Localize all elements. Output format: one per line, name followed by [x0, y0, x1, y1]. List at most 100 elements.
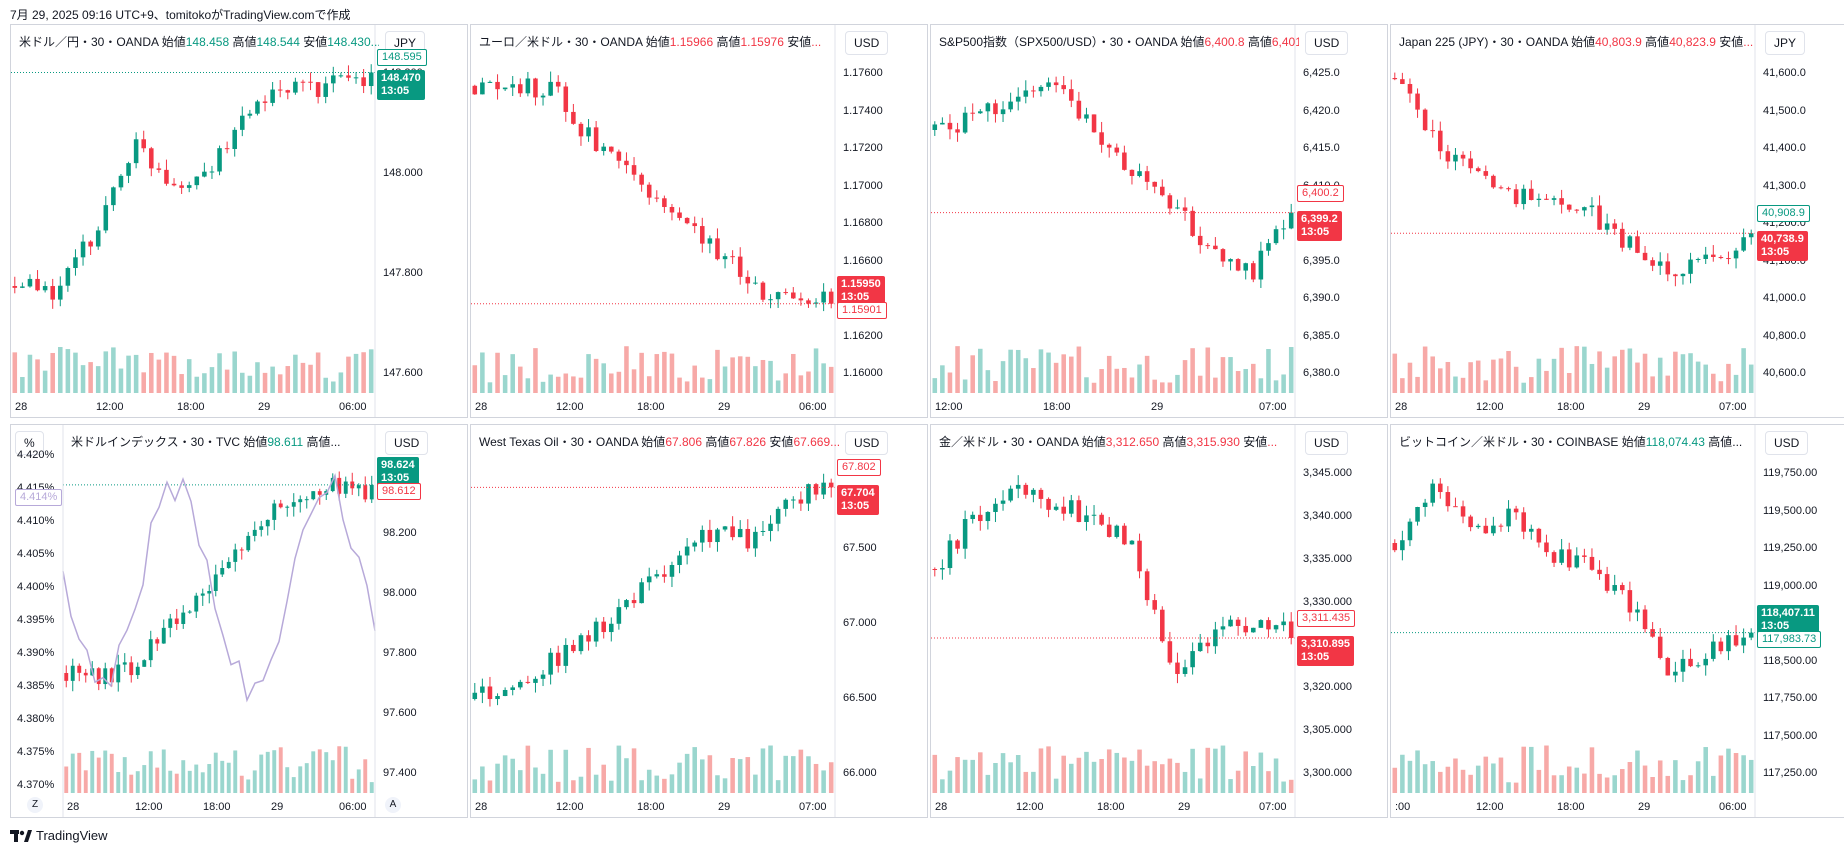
tag-countdown: 13:05 — [1301, 225, 1330, 238]
candlestick-chart[interactable] — [471, 425, 927, 817]
candle-body — [828, 482, 834, 488]
pane-title[interactable]: 米ドルインデックス・30・TVC 始値98.611 高値... — [71, 433, 341, 450]
candlestick-chart[interactable] — [11, 25, 467, 417]
price-axis-label: 41,300.0 — [1763, 179, 1806, 192]
candle-body — [970, 112, 975, 114]
candle-body — [1273, 625, 1279, 630]
volume-bar — [1627, 348, 1633, 393]
candlestick-chart[interactable] — [931, 425, 1387, 817]
volume-bar — [1213, 377, 1218, 393]
candlestick-chart[interactable] — [1391, 25, 1844, 417]
candle-body — [1205, 245, 1211, 247]
volume-bar — [760, 359, 766, 393]
volume-bar — [1114, 368, 1120, 393]
chart-pane-3[interactable]: S&P500指数（SPX500/USD）・30・OANDA 始値6,400.8 … — [930, 24, 1388, 418]
left-unit-button[interactable]: % — [15, 431, 44, 455]
scale-zoom-button[interactable]: Z — [27, 797, 43, 813]
currency-button[interactable]: USD — [385, 431, 429, 455]
candlestick-chart[interactable] — [11, 425, 467, 817]
candle-body — [1733, 635, 1739, 646]
candle-body — [609, 623, 614, 633]
currency-button[interactable]: USD — [845, 431, 889, 455]
volume-bar — [985, 774, 991, 793]
candle-body — [1498, 525, 1504, 527]
currency-button[interactable]: USD — [1305, 31, 1349, 55]
candle-body — [1046, 82, 1051, 87]
candle-body — [571, 644, 576, 652]
tag-price: 40,738.9 — [1761, 233, 1804, 246]
time-axis-label: 18:00 — [1557, 401, 1585, 413]
candlestick-chart[interactable] — [471, 25, 927, 417]
pane-title[interactable]: 金／米ドル・30・OANDA 始値3,312.650 高値3,315.930 安… — [939, 433, 1277, 450]
symbol-name: S&P500指数（SPX500/USD）・30・OANDA — [939, 35, 1178, 49]
pane-title[interactable]: West Texas Oil・30・OANDA 始値67.806 高値67.82… — [479, 433, 839, 450]
candle-body — [1008, 488, 1013, 501]
candle-body — [798, 298, 804, 301]
chart-pane-4[interactable]: Japan 225 (JPY)・30・OANDA 始値40,803.9 高値40… — [1390, 24, 1844, 418]
currency-button[interactable]: USD — [845, 31, 889, 55]
volume-bar — [1031, 771, 1036, 793]
price-axis-label: 117,500.00 — [1763, 729, 1818, 742]
volume-bar — [226, 762, 231, 793]
currency-button[interactable]: USD — [1305, 431, 1349, 455]
chart-pane-8[interactable]: ビットコイン／米ドル・30・COINBASE 始値118,074.43 高値..… — [1390, 424, 1844, 818]
volume-bar — [285, 366, 291, 393]
volume-bar — [472, 779, 478, 793]
candle-body — [1228, 259, 1233, 262]
chart-pane-5[interactable]: 米ドルインデックス・30・TVC 始値98.611 高値... USD% 4.42… — [10, 424, 468, 818]
candle-body — [828, 291, 834, 304]
pane-title[interactable]: Japan 225 (JPY)・30・OANDA 始値40,803.9 高値40… — [1399, 33, 1753, 50]
volume-bar — [1182, 360, 1188, 393]
pane-title[interactable]: ビットコイン／米ドル・30・COINBASE 始値118,074.43 高値..… — [1399, 433, 1742, 450]
volume-bar — [1053, 778, 1059, 793]
volume-bar — [502, 755, 508, 793]
currency-button[interactable]: USD — [1765, 431, 1809, 455]
volume-bar — [1084, 377, 1089, 393]
volume-bar — [194, 764, 199, 793]
currency-button[interactable]: JPY — [1765, 31, 1806, 55]
time-axis-label: 12:00 — [556, 801, 584, 813]
time-axis-label: 28 — [935, 801, 948, 813]
low-value: ... — [1267, 435, 1278, 449]
candle-body — [631, 600, 637, 604]
candle-body — [1582, 207, 1587, 211]
volume-bar — [1521, 382, 1526, 393]
pane-title[interactable]: ユーロ／米ドル・30・OANDA 始値1.15966 高値1.15976 安値.… — [479, 33, 821, 50]
left-axis-label: 4.380% — [17, 713, 55, 725]
volume-bar — [669, 774, 675, 793]
chart-pane-2[interactable]: ユーロ／米ドル・30・OANDA 始値1.15966 高値1.15976 安値.… — [470, 24, 928, 418]
volume-bar — [1122, 367, 1127, 393]
candle-body — [1688, 658, 1693, 667]
volume-bar — [1137, 749, 1142, 793]
pane-title[interactable]: S&P500指数（SPX500/USD）・30・OANDA 始値6,400.8 … — [939, 33, 1299, 50]
candle-body — [1288, 621, 1294, 638]
candle-body — [1000, 109, 1006, 115]
candle-body — [955, 129, 960, 133]
price-axis-label: 66.500 — [843, 692, 877, 704]
chart-pane-1[interactable]: 米ドル／円・30・OANDA 始値148.458 高値148.544 安値148… — [10, 24, 468, 418]
volume-bar — [578, 377, 584, 393]
volume-bar — [1475, 765, 1481, 793]
candlestick-chart[interactable] — [931, 25, 1387, 417]
volume-bar — [330, 760, 335, 793]
candle-body — [962, 519, 968, 549]
left-axis-label: 4.400% — [17, 581, 55, 593]
candle-body — [277, 89, 283, 91]
candle-body — [317, 491, 322, 495]
pane-title[interactable]: 米ドル／円・30・OANDA 始値148.458 高値148.544 安値148… — [19, 33, 379, 50]
tradingview-footer[interactable]: TradingView — [10, 828, 108, 843]
candle-body — [715, 529, 720, 543]
chart-pane-6[interactable]: West Texas Oil・30・OANDA 始値67.806 高値67.82… — [470, 424, 928, 818]
candlestick-chart[interactable] — [1391, 425, 1844, 817]
open-value: 3,312.650 — [1105, 435, 1160, 449]
chart-pane-7[interactable]: 金／米ドル・30・OANDA 始値3,312.650 高値3,315.930 安… — [930, 424, 1388, 818]
candle-body — [331, 75, 336, 84]
candle-body — [1076, 100, 1082, 119]
candle-body — [1114, 525, 1120, 537]
candle-body — [80, 241, 86, 258]
volume-bar — [730, 758, 735, 793]
scale-auto-button[interactable]: A — [385, 797, 401, 813]
candle-body — [298, 499, 303, 503]
open-label: 始値 — [1621, 435, 1646, 449]
volume-bar — [239, 775, 244, 793]
